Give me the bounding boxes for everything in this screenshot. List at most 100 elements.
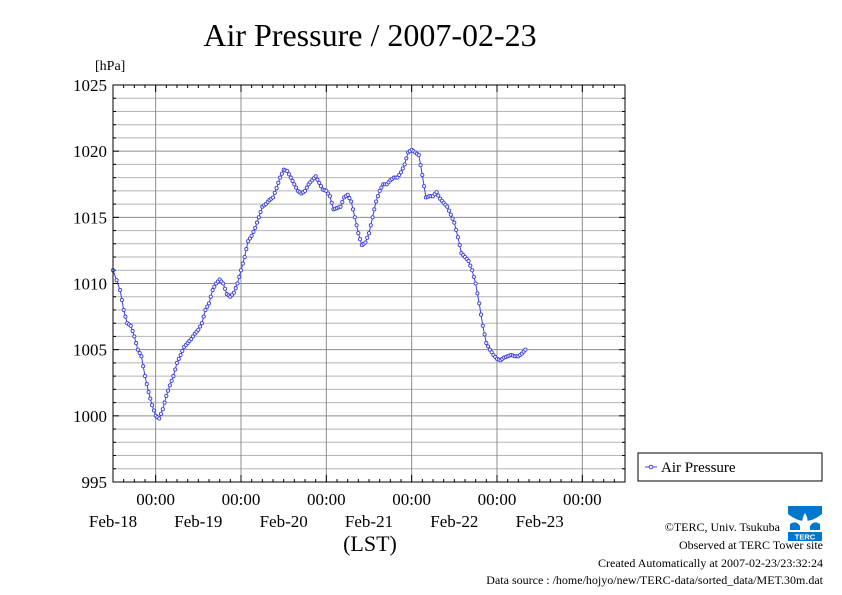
- data-point: [484, 341, 489, 346]
- data-point: [523, 347, 528, 352]
- data-point: [372, 207, 377, 212]
- data-point: [487, 347, 492, 352]
- data-point: [162, 400, 167, 405]
- y-tick-label: 995: [82, 473, 108, 492]
- data-point: [279, 171, 284, 176]
- data-point: [114, 278, 119, 283]
- y-tick-label: 1005: [73, 341, 107, 360]
- data-point: [212, 284, 217, 289]
- data-point: [379, 185, 384, 190]
- y-tick-label: 1015: [73, 208, 107, 227]
- data-point: [315, 177, 320, 182]
- series-line-air-pressure: [112, 149, 526, 420]
- data-point: [176, 356, 181, 361]
- data-point: [478, 312, 484, 317]
- data-point: [329, 200, 334, 205]
- data-point: [150, 403, 155, 408]
- data-point: [242, 254, 247, 260]
- data-point: [324, 188, 329, 193]
- data-point: [237, 274, 242, 279]
- data-point: [157, 416, 162, 421]
- data-point: [448, 212, 453, 217]
- data-point: [347, 196, 352, 201]
- data-point: [137, 350, 142, 356]
- footer-created: Created Automatically at 2007-02-23/23:3…: [598, 556, 823, 570]
- data-point: [398, 170, 404, 175]
- data-point: [130, 329, 135, 334]
- data-point: [418, 163, 423, 168]
- data-point: [468, 263, 473, 268]
- data-point: [446, 208, 452, 213]
- data-point: [475, 291, 480, 296]
- data-point: [356, 231, 361, 236]
- plot-area: [110, 147, 528, 421]
- data-point: [363, 240, 368, 245]
- data-point: [144, 382, 149, 387]
- chart-title: Air Pressure / 2007-02-23: [203, 17, 536, 53]
- data-point: [358, 237, 363, 242]
- data-point: [238, 268, 244, 273]
- data-point: [148, 396, 153, 401]
- data-point: [173, 367, 178, 372]
- data-point: [256, 215, 261, 220]
- data-point: [203, 307, 208, 313]
- data-point: [222, 286, 228, 291]
- data-point: [368, 223, 373, 228]
- data-point: [221, 281, 226, 286]
- y-tick-label: 1025: [73, 76, 107, 95]
- legend-entry-air-pressure: Air Pressure: [661, 460, 736, 476]
- x-tick-label: 00:00: [478, 490, 517, 509]
- x-tick-label: 00:00: [563, 490, 602, 509]
- data-point: [288, 175, 293, 180]
- data-point: [350, 207, 356, 212]
- data-point: [180, 348, 185, 354]
- logo-text: TERC: [795, 533, 816, 542]
- data-point: [272, 190, 277, 195]
- data-point: [422, 184, 427, 189]
- data-point: [416, 153, 421, 158]
- x-day-label: Feb-21: [345, 512, 393, 531]
- data-point: [270, 195, 276, 200]
- data-point: [240, 261, 245, 266]
- data-point: [402, 162, 407, 167]
- legend: Air Pressure: [637, 452, 823, 482]
- data-point: [395, 175, 400, 180]
- data-point: [166, 388, 171, 393]
- data-point: [290, 178, 295, 183]
- data-point: [340, 200, 345, 205]
- data-point: [171, 374, 176, 379]
- data-point: [201, 314, 206, 319]
- data-point: [473, 281, 478, 286]
- x-day-label: Feb-18: [89, 512, 137, 531]
- data-point: [134, 341, 139, 346]
- data-point: [253, 225, 258, 230]
- data-point: [420, 172, 425, 178]
- data-point: [317, 180, 322, 185]
- plot-frame: [112, 84, 626, 483]
- data-point: [326, 191, 331, 196]
- data-point: [454, 227, 459, 232]
- data-point: [208, 294, 213, 299]
- data-point: [251, 229, 256, 234]
- data-point: [274, 186, 279, 191]
- data-point: [160, 407, 165, 412]
- data-point: [366, 231, 372, 236]
- x-day-label: Feb-22: [430, 512, 478, 531]
- legend-swatch-marker: [648, 464, 654, 470]
- data-point: [189, 337, 194, 342]
- y-tick-label: 1020: [73, 142, 107, 161]
- data-point: [365, 235, 370, 240]
- data-point: [471, 274, 476, 279]
- x-axis-label: (LST): [343, 531, 397, 556]
- data-point: [445, 204, 450, 209]
- data-point: [199, 321, 204, 326]
- data-point: [294, 185, 299, 190]
- data-point: [206, 301, 212, 306]
- data-point: [233, 286, 238, 291]
- data-point: [375, 194, 380, 199]
- data-point: [318, 184, 324, 189]
- data-point: [198, 324, 203, 329]
- data-point: [400, 166, 405, 171]
- data-point: [302, 188, 308, 193]
